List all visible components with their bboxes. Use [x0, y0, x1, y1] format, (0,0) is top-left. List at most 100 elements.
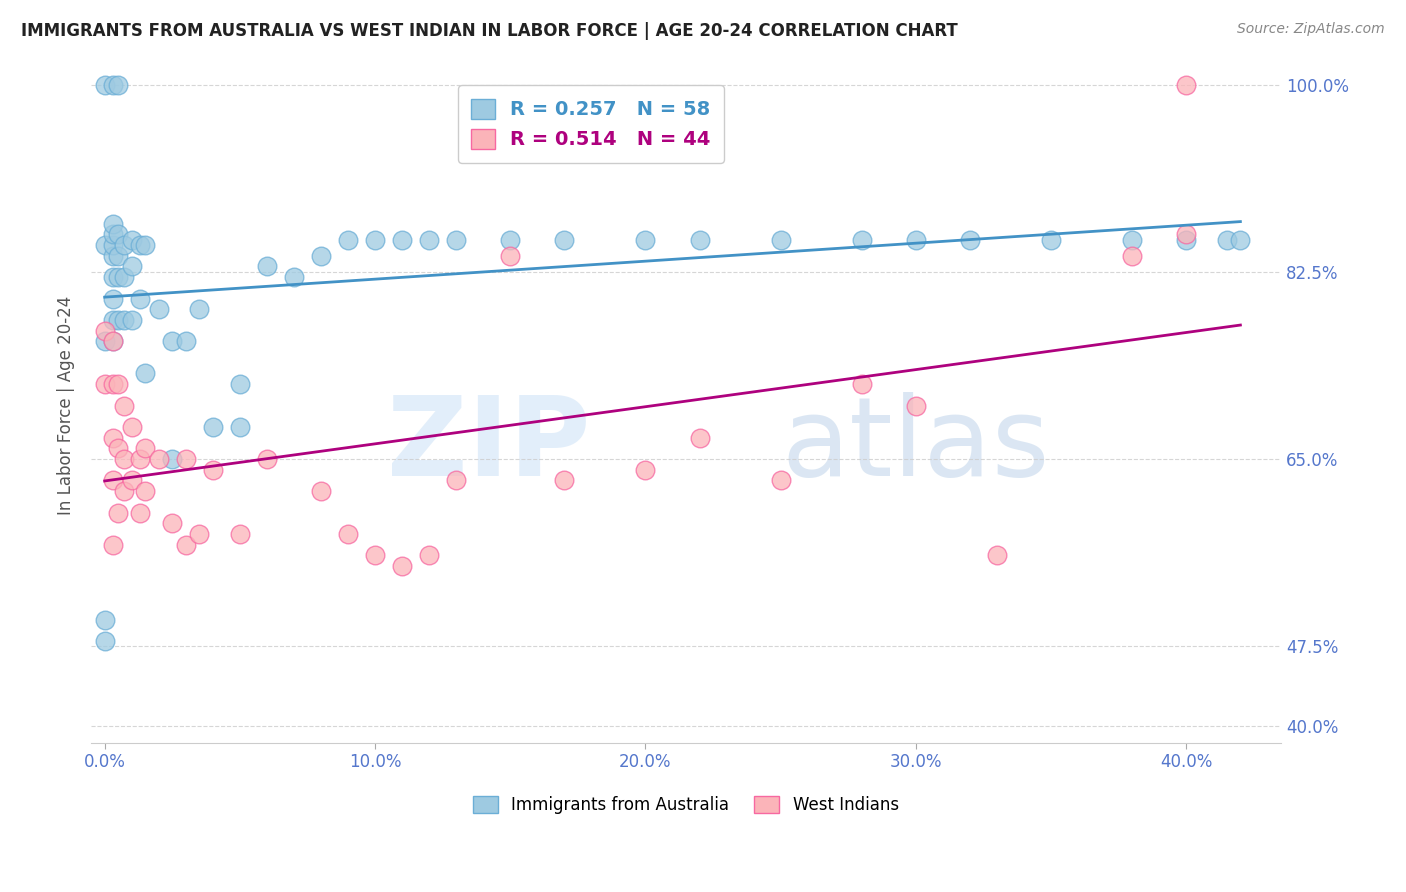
Point	[1175, 78, 1198, 92]
Point	[128, 506, 150, 520]
Point	[499, 233, 522, 247]
Point	[134, 367, 156, 381]
Point	[148, 452, 170, 467]
Point	[93, 633, 115, 648]
Point	[283, 270, 305, 285]
Point	[162, 452, 184, 467]
Point	[162, 516, 184, 531]
Point	[121, 260, 143, 274]
Point	[107, 270, 129, 285]
Point	[112, 484, 135, 499]
Point	[769, 474, 792, 488]
Point	[112, 270, 135, 285]
Point	[188, 527, 211, 541]
Point	[101, 377, 124, 392]
Point	[959, 233, 981, 247]
Point	[107, 506, 129, 520]
Point	[93, 324, 115, 338]
Point	[174, 538, 197, 552]
Point	[1216, 233, 1239, 247]
Point	[121, 420, 143, 434]
Point	[112, 313, 135, 327]
Point	[101, 313, 124, 327]
Y-axis label: In Labor Force | Age 20-24: In Labor Force | Age 20-24	[58, 296, 75, 516]
Text: atlas: atlas	[782, 392, 1050, 500]
Point	[107, 227, 129, 242]
Point	[101, 227, 124, 242]
Point	[93, 377, 115, 392]
Point	[1175, 227, 1198, 242]
Point	[128, 452, 150, 467]
Point	[689, 431, 711, 445]
Point	[101, 238, 124, 252]
Point	[309, 484, 332, 499]
Point	[229, 420, 252, 434]
Point	[174, 452, 197, 467]
Point	[553, 474, 575, 488]
Point	[256, 260, 278, 274]
Text: ZIP: ZIP	[388, 392, 591, 500]
Point	[634, 463, 657, 477]
Point	[1040, 233, 1063, 247]
Point	[107, 377, 129, 392]
Point	[769, 233, 792, 247]
Point	[229, 527, 252, 541]
Point	[93, 238, 115, 252]
Point	[101, 217, 124, 231]
Point	[134, 484, 156, 499]
Point	[121, 313, 143, 327]
Point	[134, 442, 156, 456]
Point	[148, 302, 170, 317]
Point	[93, 78, 115, 92]
Point	[121, 233, 143, 247]
Point	[337, 527, 360, 541]
Point	[101, 474, 124, 488]
Point	[93, 334, 115, 349]
Text: IMMIGRANTS FROM AUSTRALIA VS WEST INDIAN IN LABOR FORCE | AGE 20-24 CORRELATION : IMMIGRANTS FROM AUSTRALIA VS WEST INDIAN…	[21, 22, 957, 40]
Point	[851, 377, 873, 392]
Point	[101, 334, 124, 349]
Point	[188, 302, 211, 317]
Point	[1121, 233, 1143, 247]
Point	[904, 399, 927, 413]
Point	[128, 292, 150, 306]
Point	[112, 238, 135, 252]
Point	[391, 559, 413, 574]
Point	[418, 549, 440, 563]
Point	[107, 313, 129, 327]
Point	[174, 334, 197, 349]
Point	[309, 249, 332, 263]
Point	[112, 399, 135, 413]
Point	[851, 233, 873, 247]
Point	[101, 334, 124, 349]
Point	[391, 233, 413, 247]
Point	[364, 233, 387, 247]
Point	[201, 420, 224, 434]
Point	[229, 377, 252, 392]
Point	[134, 238, 156, 252]
Point	[107, 249, 129, 263]
Point	[93, 613, 115, 627]
Point	[1121, 249, 1143, 263]
Point	[553, 233, 575, 247]
Point	[904, 233, 927, 247]
Point	[444, 474, 467, 488]
Point	[689, 233, 711, 247]
Point	[162, 334, 184, 349]
Point	[364, 549, 387, 563]
Point	[101, 292, 124, 306]
Point	[101, 78, 124, 92]
Point	[107, 442, 129, 456]
Point	[201, 463, 224, 477]
Point	[337, 233, 360, 247]
Point	[444, 233, 467, 247]
Point	[1229, 233, 1251, 247]
Point	[101, 270, 124, 285]
Point	[418, 233, 440, 247]
Point	[1175, 233, 1198, 247]
Point	[256, 452, 278, 467]
Point	[634, 233, 657, 247]
Point	[499, 249, 522, 263]
Point	[986, 549, 1008, 563]
Point	[101, 249, 124, 263]
